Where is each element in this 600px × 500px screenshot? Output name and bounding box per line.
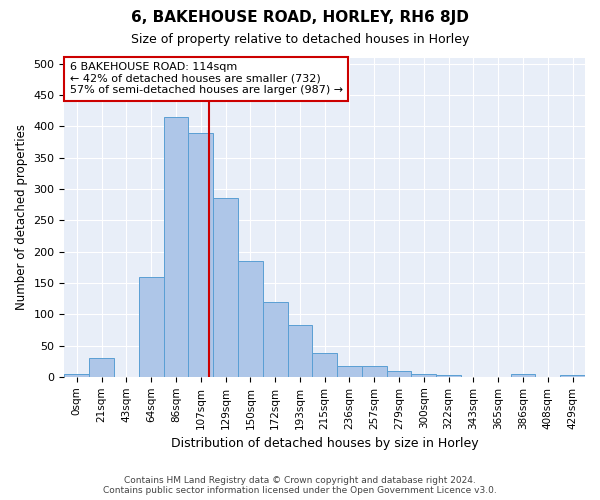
Bar	[362, 366, 386, 377]
Bar	[386, 370, 412, 377]
Text: Contains HM Land Registry data © Crown copyright and database right 2024.
Contai: Contains HM Land Registry data © Crown c…	[103, 476, 497, 495]
Text: Size of property relative to detached houses in Horley: Size of property relative to detached ho…	[131, 32, 469, 46]
Bar	[64, 374, 89, 377]
Bar	[263, 302, 287, 377]
Bar	[89, 358, 114, 377]
Bar	[337, 366, 362, 377]
Bar	[560, 375, 585, 377]
Bar	[313, 353, 337, 377]
Bar	[164, 117, 188, 377]
Bar	[139, 276, 164, 377]
Bar	[412, 374, 436, 377]
Bar	[238, 261, 263, 377]
Bar	[188, 132, 213, 377]
Bar	[436, 375, 461, 377]
Bar	[287, 325, 313, 377]
Bar	[213, 198, 238, 377]
Y-axis label: Number of detached properties: Number of detached properties	[15, 124, 28, 310]
Bar	[511, 374, 535, 377]
X-axis label: Distribution of detached houses by size in Horley: Distribution of detached houses by size …	[171, 437, 479, 450]
Text: 6 BAKEHOUSE ROAD: 114sqm
← 42% of detached houses are smaller (732)
57% of semi-: 6 BAKEHOUSE ROAD: 114sqm ← 42% of detach…	[70, 62, 343, 96]
Text: 6, BAKEHOUSE ROAD, HORLEY, RH6 8JD: 6, BAKEHOUSE ROAD, HORLEY, RH6 8JD	[131, 10, 469, 25]
